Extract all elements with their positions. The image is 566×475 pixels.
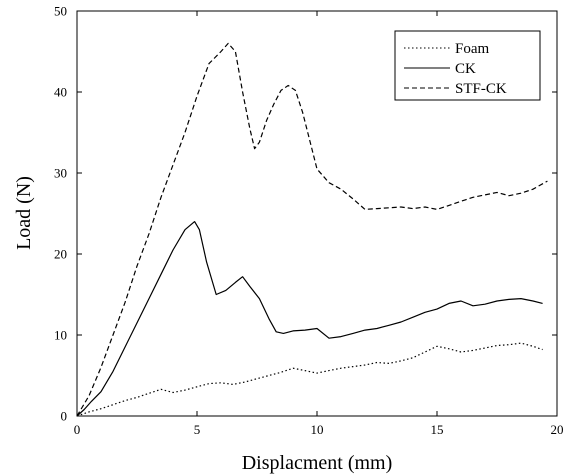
y-tick-label: 10 [54, 328, 67, 343]
legend-label-stf-ck: STF-CK [455, 81, 507, 97]
y-tick-label: 20 [54, 247, 67, 262]
y-tick-label: 40 [54, 85, 67, 100]
series-line-foam [76, 342, 543, 417]
x-tick-label: 5 [194, 422, 201, 437]
legend-label-ck: CK [455, 61, 476, 77]
x-tick-label: 15 [431, 422, 444, 437]
x-axis-title: Displacment (mm) [242, 452, 393, 474]
y-tick-label: 50 [54, 4, 67, 19]
legend: Foam CK STF-CK [394, 30, 541, 101]
y-tick-label: 30 [54, 166, 67, 181]
legend-label-foam: Foam [455, 41, 490, 57]
ticks-layer: 0 5 10 15 20 0 10 20 30 40 50 [54, 4, 564, 438]
series-line-ck [76, 221, 543, 417]
y-axis-title: Load (N) [13, 176, 35, 250]
series-layer [76, 42, 548, 417]
x-tick-label: 0 [74, 422, 81, 437]
series-line-stf-ck [76, 42, 548, 417]
y-tick-label: 0 [61, 409, 68, 424]
x-tick-label: 20 [551, 422, 564, 437]
legend-box [394, 30, 541, 101]
x-tick-label: 10 [311, 422, 324, 437]
